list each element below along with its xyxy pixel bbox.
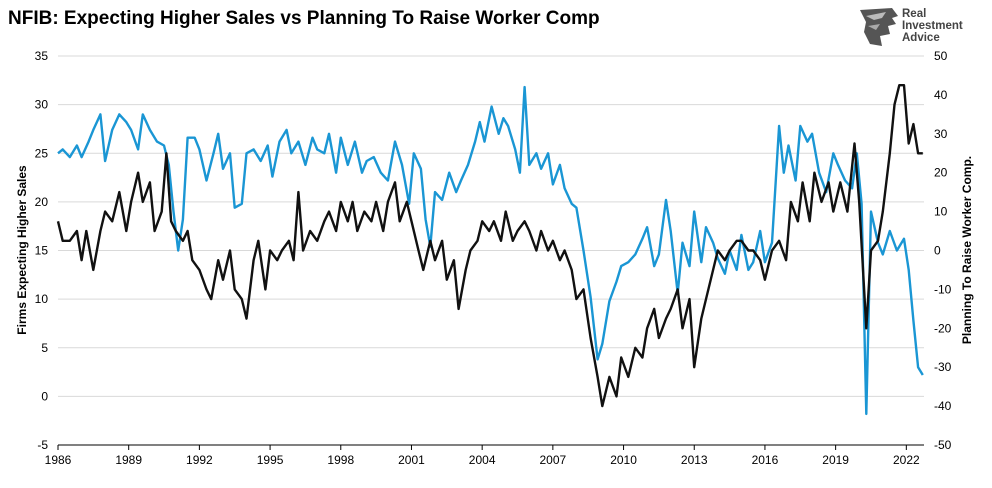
series-line-worker-comp xyxy=(57,85,924,416)
x-tick-label: 2004 xyxy=(469,453,496,467)
gridlines xyxy=(58,55,924,446)
y-left-tick-label: 5 xyxy=(41,341,48,355)
y-right-tick-label: 30 xyxy=(934,127,948,141)
x-tick-label: 1995 xyxy=(257,453,284,467)
x-tick-label: 2001 xyxy=(398,453,425,467)
y-axis-left-label: Firms Expecting Higher Sales xyxy=(15,165,29,335)
page-title: NFIB: Expecting Higher Sales vs Planning… xyxy=(8,8,600,29)
y-left-tick-label: 25 xyxy=(35,146,49,160)
y-axis-right-label: Planning To Raise Worker Comp. xyxy=(960,156,974,344)
y-left-tick-label: 10 xyxy=(35,292,49,306)
x-tick-label: 2019 xyxy=(822,453,849,467)
x-tick-label: 2007 xyxy=(540,453,567,467)
y-right-tick-label: -20 xyxy=(934,321,952,335)
x-tick-label: 1986 xyxy=(45,453,72,467)
series-line-higher-sales xyxy=(56,84,923,408)
y-right-tick-label: -10 xyxy=(934,282,952,296)
x-tick-label: 2013 xyxy=(681,453,708,467)
brand-logo-text: Real Investment Advice xyxy=(902,8,963,44)
x-tick-label: 2022 xyxy=(893,453,920,467)
y-left-tick-label: -5 xyxy=(37,438,48,452)
y-right-tick-label: 0 xyxy=(934,244,941,258)
y-right-tick-label: 40 xyxy=(934,88,948,102)
y-left-tick-label: 30 xyxy=(35,98,49,112)
y-right-tick-label: -50 xyxy=(934,438,952,452)
x-tick-label: 2010 xyxy=(610,453,637,467)
x-tick-label: 1989 xyxy=(115,453,142,467)
y-right-tick-label: 10 xyxy=(934,205,948,219)
x-tick-label: 1992 xyxy=(186,453,213,467)
x-tick-label: 1998 xyxy=(327,453,354,467)
axes: 35302520151050-550403020100-10-20-30-40-… xyxy=(35,49,952,467)
y-left-tick-label: 35 xyxy=(35,49,49,63)
y-right-tick-label: -30 xyxy=(934,360,952,374)
y-right-tick-label: 50 xyxy=(934,49,948,63)
y-left-tick-label: 20 xyxy=(35,195,49,209)
series-layer xyxy=(56,84,924,416)
y-left-tick-label: 15 xyxy=(35,244,49,258)
x-tick-label: 2016 xyxy=(752,453,779,467)
y-right-tick-label: -40 xyxy=(934,399,952,413)
eagle-head-icon xyxy=(860,8,898,46)
y-right-tick-label: 20 xyxy=(934,166,948,180)
y-left-tick-label: 0 xyxy=(41,389,48,403)
